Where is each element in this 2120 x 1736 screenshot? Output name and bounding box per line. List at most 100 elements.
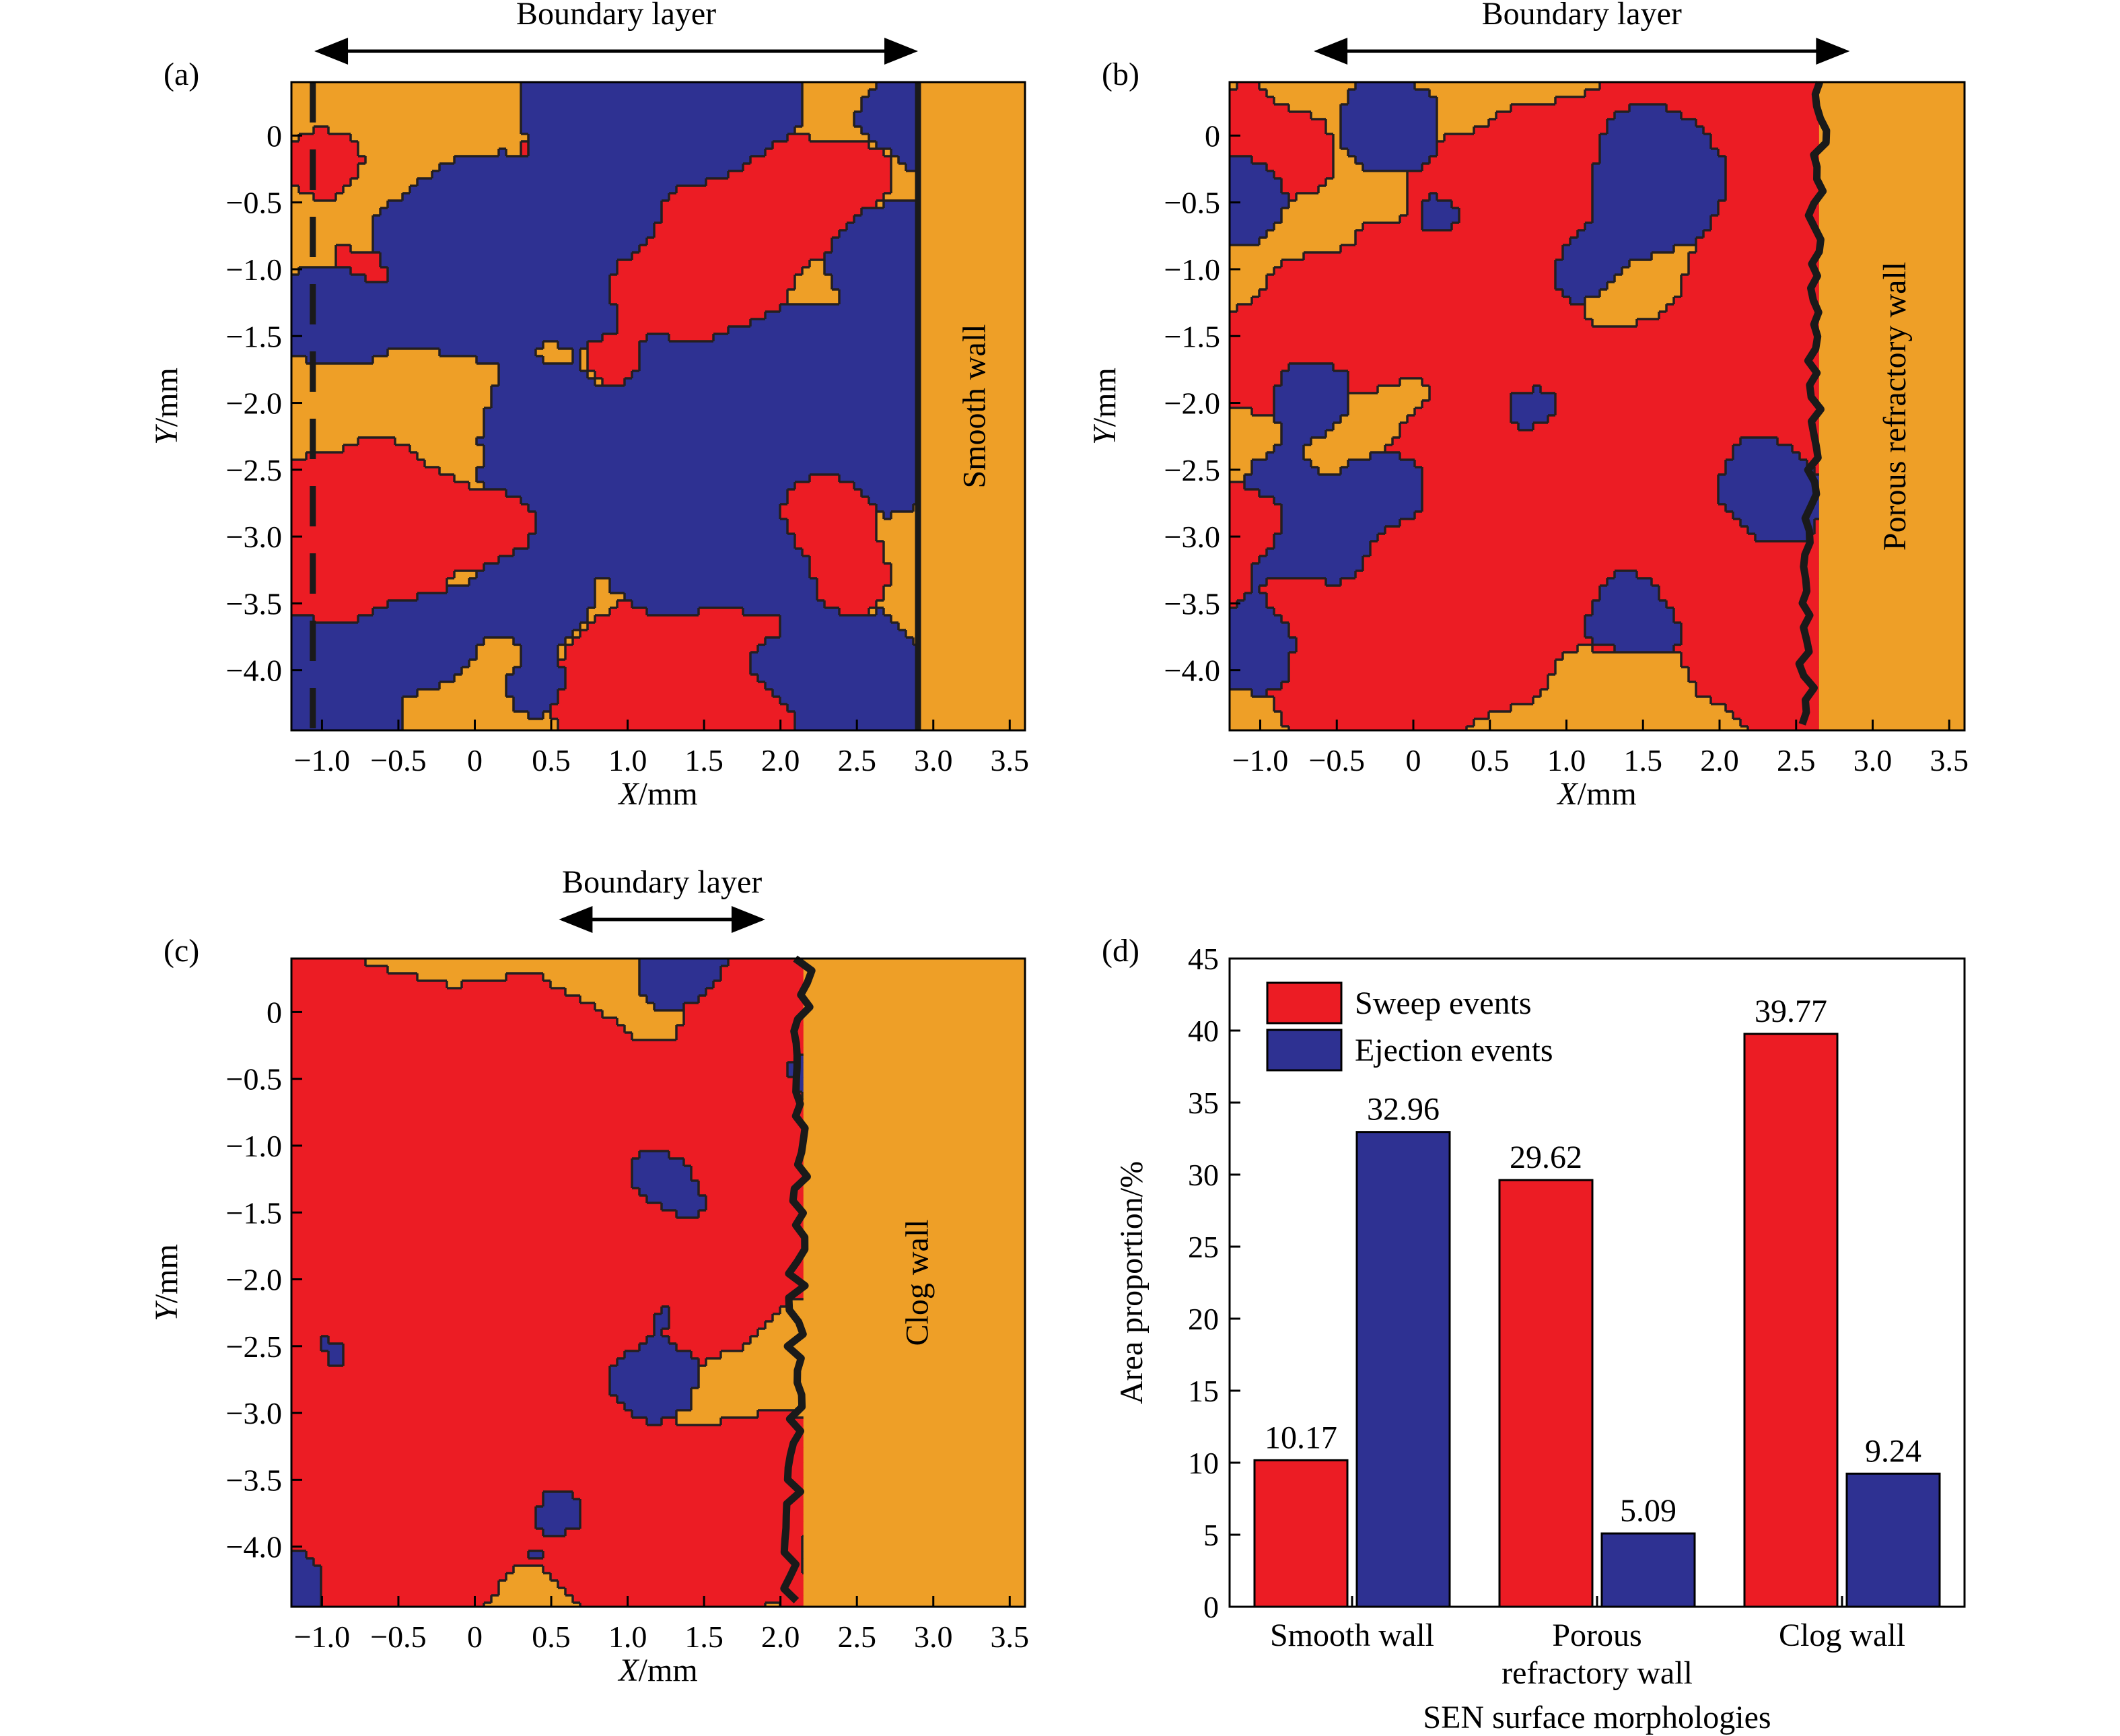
sweep-cell [314, 519, 322, 527]
ejection-cell [898, 230, 907, 238]
ejection-cell [802, 430, 810, 438]
ejection-cell [743, 386, 751, 394]
ejection-cell [543, 519, 551, 527]
ejection-cell [736, 489, 744, 497]
sweep-cell [447, 526, 455, 534]
sweep-cell [491, 497, 499, 505]
ejection-cell [521, 475, 529, 483]
sweep-cell [743, 193, 751, 201]
ejection-cell [817, 326, 825, 335]
sweep-cell [447, 519, 455, 527]
ejection-cell [476, 467, 485, 475]
sweep-cell [854, 519, 862, 527]
sweep-cell [343, 534, 351, 542]
ejection-cell [528, 415, 536, 423]
ejection-cell [543, 319, 551, 327]
ejection-cell [536, 164, 544, 172]
ejection-cell [891, 141, 899, 149]
sweep-cell [780, 201, 788, 209]
ejection-cell [773, 119, 781, 127]
ejection-cell [625, 127, 633, 135]
ejection-cell [736, 386, 744, 394]
sweep-cell [639, 289, 647, 298]
ejection-cell [625, 171, 633, 179]
sweep-cell [750, 275, 758, 283]
sweep-cell [380, 460, 388, 468]
ejection-cell [639, 208, 647, 216]
ejection-cell [617, 149, 625, 157]
ejection-cell [676, 371, 684, 379]
sweep-cell [499, 534, 507, 542]
ejection-cell [669, 371, 677, 379]
ejection-cell [573, 341, 581, 349]
ejection-cell [558, 371, 566, 379]
ejection-cell [669, 349, 677, 357]
ejection-cell [573, 415, 581, 423]
ejection-cell [588, 275, 596, 283]
ejection-cell [758, 378, 766, 386]
ejection-cell [684, 519, 692, 527]
sweep-cell [602, 378, 610, 386]
ejection-cell [439, 267, 448, 275]
ejection-cell [306, 326, 314, 335]
ejection-cell [765, 541, 773, 549]
ejection-cell [750, 475, 758, 483]
ejection-cell [891, 282, 899, 290]
sweep-cell [662, 223, 670, 231]
ejection-cell [469, 282, 477, 290]
ejection-cell [906, 201, 914, 209]
ejection-cell [906, 475, 914, 483]
ejection-cell [676, 408, 684, 416]
ejection-cell [780, 467, 788, 475]
ejection-cell [758, 467, 766, 475]
sweep-cell [736, 297, 744, 305]
ejection-cell [506, 201, 514, 209]
ejection-cell [499, 430, 507, 438]
ejection-cell [536, 319, 544, 327]
ejection-cell [802, 445, 810, 453]
ejection-cell [869, 119, 877, 127]
sweep-cell [684, 186, 692, 194]
sweep-cell [365, 467, 374, 475]
sweep-cell [491, 519, 499, 527]
sweep-cell [447, 549, 455, 557]
ejection-cell [580, 223, 588, 231]
ejection-cell [884, 82, 892, 90]
ejection-cell [417, 201, 425, 209]
sweep-cell [839, 512, 847, 520]
ejection-cell [573, 312, 581, 320]
ejection-cell [699, 452, 707, 460]
ejection-cell [861, 230, 870, 238]
ejection-cell [713, 519, 721, 527]
ejection-cell [536, 201, 544, 209]
ejection-cell [876, 415, 884, 423]
ejection-cell [543, 504, 551, 512]
sweep-cell [328, 164, 337, 172]
ejection-cell [876, 326, 884, 335]
ejection-cell [676, 349, 684, 357]
ejection-cell [706, 119, 714, 127]
ejection-cell [491, 215, 499, 223]
sweep-cell [691, 289, 699, 298]
ejection-cell [506, 452, 514, 460]
ejection-cell [551, 312, 559, 320]
ejection-cell [602, 127, 610, 135]
ejection-cell [765, 467, 773, 475]
ejection-cell [647, 141, 655, 149]
ejection-cell [462, 289, 470, 298]
sweep-cell [787, 186, 796, 194]
ejection-cell [580, 127, 588, 135]
ejection-cell [876, 208, 884, 216]
ejection-cell [484, 349, 492, 357]
ejection-cell [699, 401, 707, 409]
ejection-cell [662, 415, 670, 423]
ejection-cell [854, 415, 862, 423]
ejection-cell [506, 215, 514, 223]
ejection-cell [787, 356, 796, 364]
ejection-cell [573, 282, 581, 290]
ejection-cell [898, 97, 907, 105]
ejection-cell [610, 541, 618, 549]
ejection-cell [610, 452, 618, 460]
ejection-cell [728, 378, 736, 386]
ejection-cell [343, 275, 351, 283]
